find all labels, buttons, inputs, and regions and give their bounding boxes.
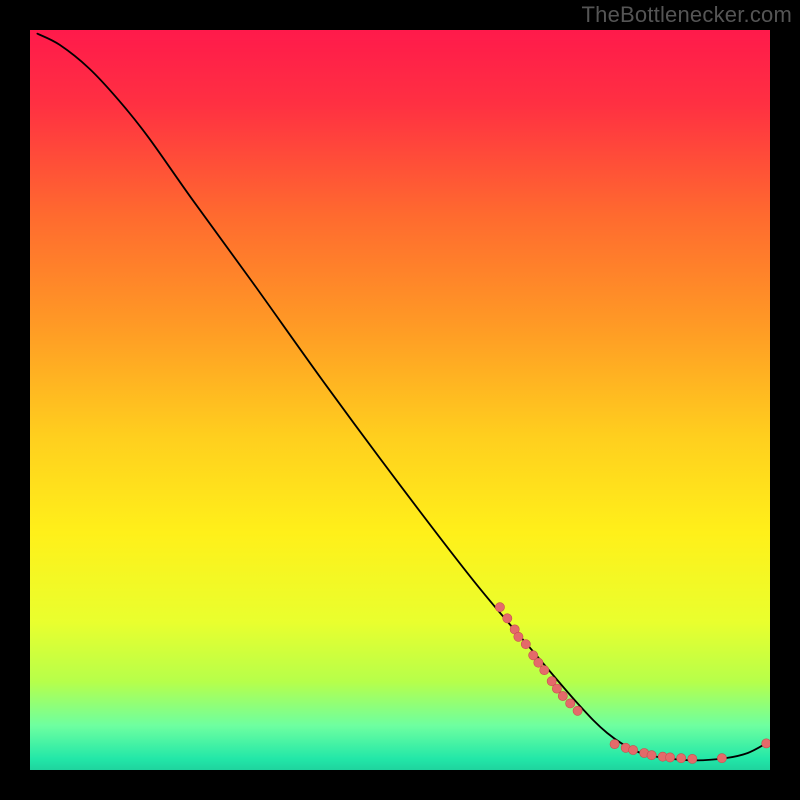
- scatter-point: [629, 745, 638, 754]
- chart-svg: [30, 30, 770, 770]
- scatter-point: [495, 603, 504, 612]
- gradient-background: [30, 30, 770, 770]
- scatter-point: [717, 754, 726, 763]
- scatter-point: [521, 640, 530, 649]
- scatter-point: [610, 740, 619, 749]
- scatter-point: [762, 739, 770, 748]
- scatter-point: [566, 699, 575, 708]
- scatter-point: [534, 658, 543, 667]
- watermark-text: TheBottlenecker.com: [582, 2, 792, 28]
- scatter-point: [514, 632, 523, 641]
- chart-frame: TheBottlenecker.com: [0, 0, 800, 800]
- scatter-point: [688, 754, 697, 763]
- scatter-point: [647, 751, 656, 760]
- scatter-point: [540, 666, 549, 675]
- scatter-point: [677, 754, 686, 763]
- scatter-point: [503, 614, 512, 623]
- scatter-point: [558, 691, 567, 700]
- scatter-point: [552, 684, 561, 693]
- scatter-point: [573, 706, 582, 715]
- plot-area: [30, 30, 770, 770]
- scatter-point: [666, 753, 675, 762]
